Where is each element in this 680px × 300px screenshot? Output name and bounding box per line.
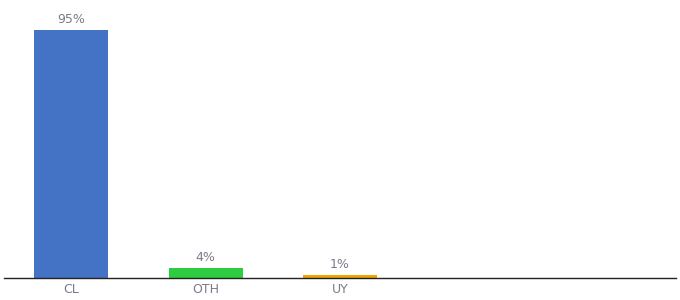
Bar bbox=[303, 275, 377, 278]
Text: 95%: 95% bbox=[57, 13, 85, 26]
Text: 4%: 4% bbox=[196, 250, 216, 264]
Text: 1%: 1% bbox=[330, 259, 350, 272]
Bar bbox=[169, 268, 243, 278]
Bar bbox=[35, 30, 108, 278]
